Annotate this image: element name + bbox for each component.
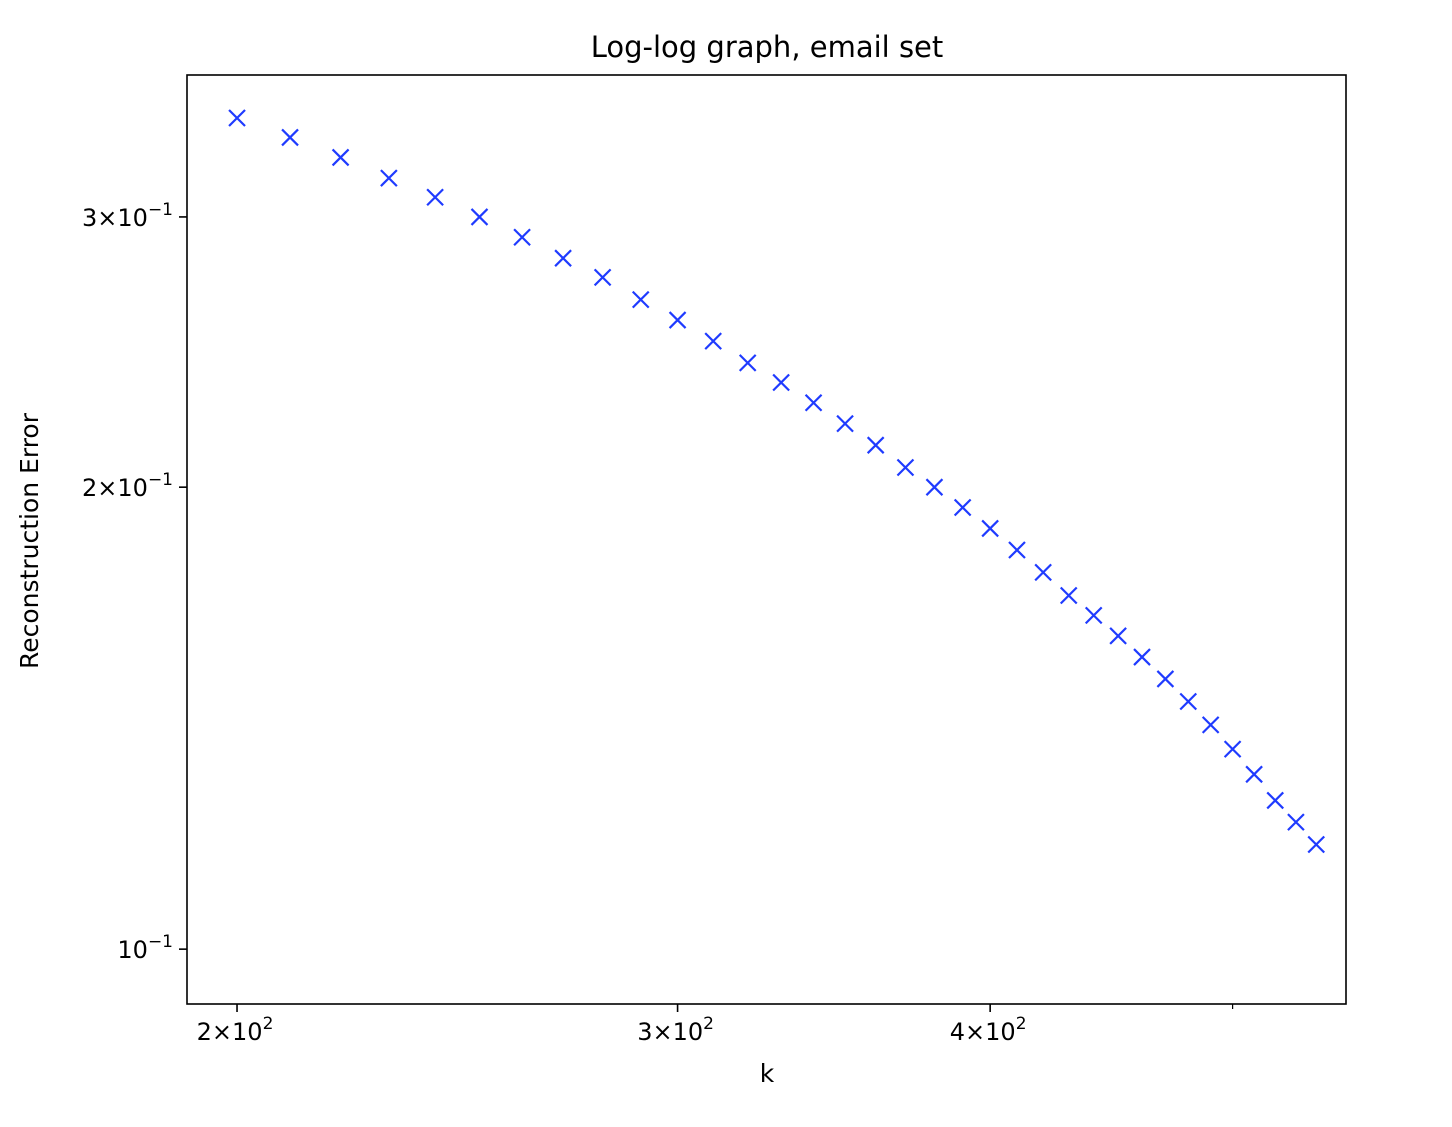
data-point [426,188,444,207]
series-0 [228,109,1326,854]
data-point [1223,740,1242,758]
y-tick-label: 2×10−1 [82,470,173,502]
data-point [331,148,350,167]
data-point [1179,692,1198,711]
y-tick-label: 10−1 [117,932,173,964]
data-point [738,354,757,372]
data-point [866,436,885,454]
y-axis-label: Reconstruction Error [15,412,44,669]
data-point [836,414,854,433]
data-point [281,128,299,147]
data-point [1307,835,1326,854]
data-point [772,373,790,392]
x-axis-label: k [760,1059,775,1088]
axes-frame [186,74,1347,1005]
data-point [1201,716,1220,734]
data-point [1059,586,1078,605]
x-tick-label: 4×102 [950,1014,1027,1046]
x-tick-label: 2×102 [197,1014,274,1046]
data-point [896,458,915,477]
data-point [554,249,572,267]
data-point [1266,791,1284,810]
data-point [981,519,999,538]
ticks: 2×102 3×102 4×102 3×10−1 2×10−1 10−1 [82,200,1234,1046]
y-tick-label: 3×10−1 [82,200,173,232]
data-point [1084,606,1103,625]
data-point [1109,627,1127,645]
chart-title: Log-log graph, email set [591,30,944,64]
data-point [1008,541,1026,559]
data-point [593,268,612,287]
data-point [513,228,531,247]
data-point [228,109,246,127]
data-point [470,208,489,226]
data-point [1287,813,1305,831]
data-point [704,332,722,350]
data-point [380,169,398,187]
plot-area [228,109,1326,854]
data-point [1034,563,1052,582]
data-point [1133,648,1151,666]
data-point [925,478,944,496]
data-point [804,393,823,412]
data-point [668,311,687,329]
x-tick-label: 3×102 [637,1014,714,1046]
data-point [1245,765,1263,784]
data-point [953,498,972,517]
data-point [631,290,650,309]
data-point [1156,670,1175,688]
